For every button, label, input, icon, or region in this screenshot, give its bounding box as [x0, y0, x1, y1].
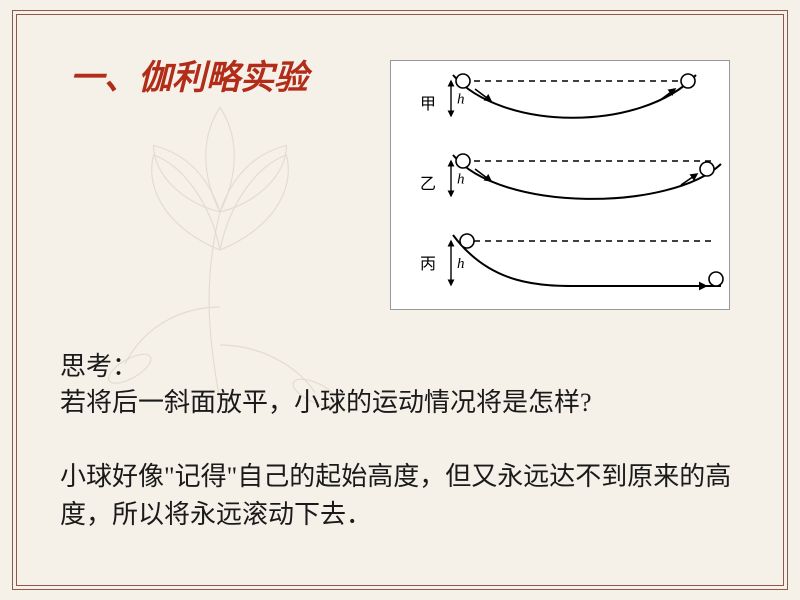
answer-text: 小球好像"记得"自己的起始高度，但又永远达不到原来的高度，所以将永远滚动下去． — [60, 458, 740, 533]
svg-text:乙: 乙 — [420, 176, 436, 193]
galileo-diagram: h 甲 h 乙 h 丙 — [390, 60, 730, 310]
svg-text:h: h — [457, 92, 465, 108]
svg-text:h: h — [457, 172, 465, 188]
svg-text:h: h — [457, 256, 465, 272]
slide-title: 一、伽利略实验 — [70, 50, 308, 99]
question-text: 若将后一斜面放平，小球的运动情况将是怎样? — [60, 384, 592, 422]
svg-text:甲: 甲 — [420, 96, 436, 113]
think-label: 思考： — [60, 348, 138, 386]
svg-text:丙: 丙 — [420, 256, 436, 273]
